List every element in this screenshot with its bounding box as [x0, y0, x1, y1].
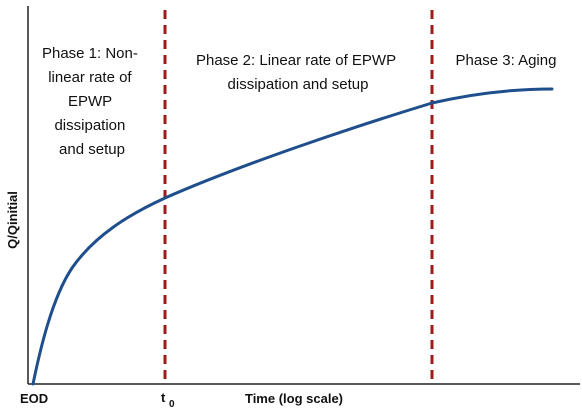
phase3-label: Phase 3: Aging	[456, 52, 557, 69]
phase1-line5: and setup	[59, 141, 125, 158]
phase3-line1: Phase 3: Aging	[456, 52, 557, 69]
phase1-line4: dissipation	[54, 117, 125, 134]
t0-main: t	[161, 390, 166, 405]
phase1-line1: Phase 1: Non-	[42, 45, 138, 62]
phase1-line2: linear rate of	[48, 69, 132, 86]
t0-subscript: 0	[169, 399, 175, 409]
x-start-label: EOD	[20, 391, 48, 406]
phase1-line3: EPWP	[68, 93, 112, 110]
t0-label: t 0	[161, 390, 175, 409]
phase2-line2: dissipation and setup	[228, 76, 369, 93]
x-axis-label: Time (log scale)	[245, 391, 343, 406]
phase2-label: Phase 2: Linear rate of EPWP dissipation…	[196, 52, 400, 93]
capacity-curve	[31, 87, 554, 386]
y-axis-label: Q/Qinitial	[5, 191, 20, 249]
phase1-label: Phase 1: Non- linear rate of EPWP dissip…	[42, 45, 142, 158]
phase2-line1: Phase 2: Linear rate of EPWP	[196, 52, 396, 69]
